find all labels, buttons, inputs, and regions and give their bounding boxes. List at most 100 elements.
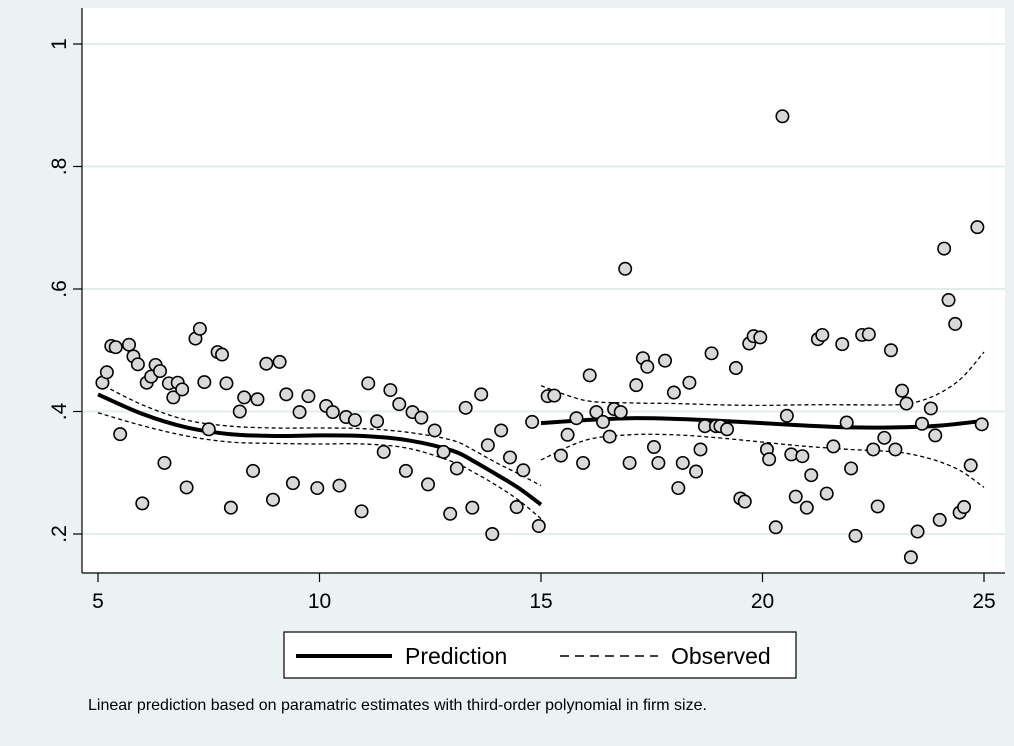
observed-point (232, 404, 247, 419)
observed-point (398, 463, 413, 478)
x-tick-label: 15 (529, 590, 552, 613)
observed-point (99, 365, 114, 380)
observed-point (666, 385, 681, 400)
observed-point (175, 382, 190, 397)
observed-point (376, 444, 391, 459)
observed-point (582, 368, 597, 383)
y-tick-label: .6 (48, 280, 71, 298)
observed-point (753, 330, 768, 345)
observed-point (325, 405, 340, 420)
observed-point (957, 500, 972, 515)
observed-point (848, 528, 863, 543)
confidence-band-upper (540, 351, 985, 407)
legend: Prediction Observed (283, 631, 797, 679)
observed-point (383, 383, 398, 398)
observed-point (272, 354, 287, 369)
observed-point (157, 455, 172, 470)
confidence-band-lower (97, 412, 542, 520)
observed-point (651, 455, 666, 470)
observed-point (775, 109, 790, 124)
observed-point (974, 417, 989, 432)
x-tick-label: 25 (972, 590, 995, 613)
observed-point (179, 480, 194, 495)
observed-point (963, 458, 978, 473)
observed-point (474, 387, 489, 402)
observed-point (576, 455, 591, 470)
observed-point (768, 520, 783, 535)
observed-point (122, 337, 137, 352)
confidence-bands (97, 351, 985, 520)
confidence-band-lower (540, 433, 985, 488)
observed-point (223, 500, 238, 515)
observed-point (888, 442, 903, 457)
observed-point (192, 321, 207, 336)
observed-point (414, 410, 429, 425)
observed-point (932, 512, 947, 527)
observed-point (219, 376, 234, 391)
observed-point (720, 422, 735, 437)
observed-point (494, 423, 509, 438)
observed-point (361, 376, 376, 391)
prediction-line (97, 392, 543, 507)
x-tick-label: 5 (92, 590, 104, 613)
observed-point (903, 550, 918, 565)
observed-point (622, 455, 637, 470)
observed-point (910, 524, 925, 539)
observed-point (237, 390, 252, 405)
observed-point (502, 450, 517, 465)
observed-point (259, 356, 274, 371)
observed-point (899, 396, 914, 411)
observed-point (826, 439, 841, 454)
observed-point (883, 343, 898, 358)
observed-point (301, 389, 316, 404)
observed-point (948, 316, 963, 331)
observed-point (246, 463, 261, 478)
confidence-band-upper (97, 382, 542, 487)
observed-point (436, 444, 451, 459)
observed-point (941, 293, 956, 308)
observed-point (525, 414, 540, 429)
observed-point (799, 500, 814, 515)
observed-point (531, 519, 546, 534)
observed-point (516, 463, 531, 478)
observed-point (480, 438, 495, 453)
observed-point (347, 413, 362, 428)
plot-area (82, 8, 1005, 573)
x-tick-label: 10 (308, 590, 331, 613)
observed-point (560, 427, 575, 442)
observed-point (553, 448, 568, 463)
observed-point (421, 477, 436, 492)
observed-point (844, 461, 859, 476)
observed-point (970, 220, 985, 235)
observed-point (779, 408, 794, 423)
observed-point (292, 405, 307, 420)
observed-point (354, 504, 369, 519)
observed-point (629, 378, 644, 393)
observed-point (704, 346, 719, 361)
observed-point (877, 430, 892, 445)
observed-point (285, 476, 300, 491)
legend-prediction-label: Prediction (405, 643, 507, 669)
observed-point (485, 526, 500, 541)
observed-point (427, 423, 442, 438)
observed-point (762, 452, 777, 467)
observed-point (215, 347, 230, 362)
observed-point (547, 388, 562, 403)
observed-point (392, 397, 407, 412)
observed-point (640, 359, 655, 374)
observed-point (449, 461, 464, 476)
observed-point (795, 449, 810, 464)
observed-point (937, 241, 952, 256)
observed-point (153, 364, 168, 379)
observed-point (596, 414, 611, 429)
observed-point (682, 375, 697, 390)
observed-point (602, 429, 617, 444)
observed-point (443, 506, 458, 521)
observed-point (458, 400, 473, 415)
observed-point (265, 492, 280, 507)
observed-point (618, 261, 633, 276)
observed-points (95, 109, 989, 565)
observed-point (928, 428, 943, 443)
y-tick-label: .8 (48, 158, 71, 176)
